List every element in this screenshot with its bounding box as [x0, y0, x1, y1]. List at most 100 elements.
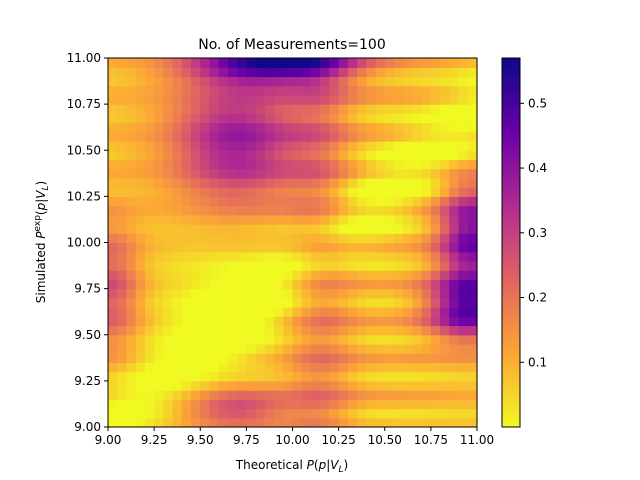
heatmap-cell	[274, 279, 284, 290]
heatmap-cell	[237, 325, 247, 336]
heatmap-cell	[357, 177, 367, 188]
heatmap-cell	[421, 279, 432, 290]
heatmap-cell	[357, 288, 367, 299]
heatmap-cell	[117, 279, 128, 290]
heatmap-cell	[403, 224, 414, 234]
heatmap-cell	[301, 270, 312, 280]
heatmap-cell	[274, 122, 284, 133]
heatmap-cell	[144, 104, 155, 114]
heatmap-cell	[218, 325, 229, 336]
heatmap-cell	[209, 233, 220, 244]
heatmap-cell	[126, 390, 137, 400]
heatmap-cell	[172, 371, 183, 382]
heatmap-cell	[126, 85, 137, 96]
heatmap-cell	[163, 205, 174, 216]
heatmap-cell	[200, 122, 211, 133]
heatmap-cell	[283, 380, 294, 391]
heatmap-cell	[163, 390, 174, 400]
heatmap-cell	[320, 371, 330, 382]
heatmap-cell	[301, 58, 312, 68]
heatmap-cell	[375, 168, 386, 179]
heatmap-cell	[430, 260, 441, 271]
heatmap-cell	[366, 168, 377, 179]
heatmap-cell	[246, 325, 257, 336]
heatmap-cell	[449, 297, 460, 308]
heatmap-cell	[458, 270, 469, 280]
heatmap-cell	[310, 334, 321, 345]
heatmap-cell	[283, 67, 294, 78]
heatmap-cell	[237, 177, 247, 188]
heatmap-cell	[458, 205, 469, 216]
heatmap-cell	[209, 205, 220, 216]
heatmap-cell	[357, 307, 367, 317]
heatmap-cell	[329, 417, 340, 428]
heatmap-cell	[449, 85, 460, 96]
heatmap-cell	[366, 205, 377, 216]
heatmap-cell	[393, 353, 404, 364]
heatmap-cell	[393, 417, 404, 428]
heatmap-cell	[126, 297, 137, 308]
heatmap-cell	[393, 113, 404, 124]
y-tick-label: 9.50	[74, 328, 101, 342]
heatmap-cell	[393, 205, 404, 216]
heatmap-cell	[154, 242, 164, 253]
heatmap-cell	[191, 307, 201, 317]
heatmap-cell	[274, 104, 284, 114]
heatmap-cell	[338, 104, 349, 114]
heatmap-cell	[357, 94, 367, 105]
heatmap-cell	[412, 131, 423, 142]
heatmap-cell	[108, 168, 118, 179]
heatmap-cell	[172, 380, 183, 391]
heatmap-cell	[467, 187, 478, 197]
heatmap-cell	[108, 251, 118, 262]
heatmap-cell	[135, 297, 146, 308]
heatmap-cell	[209, 288, 220, 299]
heatmap-cell	[329, 150, 340, 161]
heatmap-cell	[218, 113, 229, 124]
heatmap-cell	[357, 58, 367, 68]
heatmap-cell	[393, 196, 404, 207]
heatmap-cell	[440, 334, 450, 345]
heatmap-cell	[274, 150, 284, 161]
heatmap-cell	[255, 417, 266, 428]
heatmap-cell	[108, 67, 118, 78]
heatmap-cell	[375, 233, 386, 244]
heatmap-cell	[135, 270, 146, 280]
heatmap-cell	[117, 417, 128, 428]
heatmap-cell	[237, 224, 247, 234]
heatmap-cell	[246, 168, 257, 179]
heatmap-cell	[246, 316, 257, 327]
heatmap-cell	[357, 233, 367, 244]
heatmap-cell	[191, 187, 201, 197]
heatmap-cell	[347, 343, 358, 354]
heatmap-cell	[384, 242, 395, 253]
heatmap-cell	[412, 233, 423, 244]
heatmap-cell	[421, 242, 432, 253]
heatmap-cell	[440, 76, 450, 87]
heatmap-cell	[191, 343, 201, 354]
heatmap-cell	[246, 104, 257, 114]
heatmap-cell	[135, 205, 146, 216]
heatmap-cell	[338, 251, 349, 262]
heatmap-cell	[449, 177, 460, 188]
heatmap-cell	[449, 131, 460, 142]
heatmap-cell	[329, 122, 340, 133]
heatmap-cell	[144, 362, 155, 373]
heatmap-cell	[357, 224, 367, 234]
heatmap-cell	[412, 122, 423, 133]
heatmap-cell	[357, 205, 367, 216]
heatmap-cell	[301, 131, 312, 142]
heatmap-cell	[209, 417, 220, 428]
heatmap-cell	[144, 94, 155, 105]
heatmap-cell	[430, 150, 441, 161]
heatmap-cell	[126, 417, 137, 428]
heatmap-cell	[412, 371, 423, 382]
heatmap-cell	[338, 94, 349, 105]
heatmap-cell	[412, 260, 423, 271]
heatmap-cell	[310, 76, 321, 87]
heatmap-cell	[200, 58, 211, 68]
heatmap-cell	[329, 371, 340, 382]
heatmap-cell	[393, 94, 404, 105]
heatmap-cell	[264, 270, 275, 280]
heatmap-cell	[264, 104, 275, 114]
